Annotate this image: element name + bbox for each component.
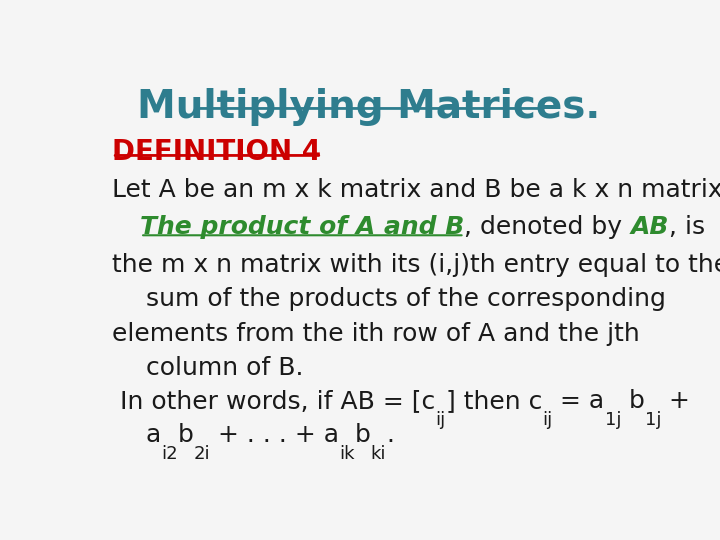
Text: Let A be an m x k matrix and B be a k x n matrix.: Let A be an m x k matrix and B be a k x … [112, 178, 720, 202]
Text: 1j: 1j [605, 411, 621, 429]
Text: ik: ik [339, 445, 355, 463]
Text: , denoted by: , denoted by [464, 215, 631, 239]
Text: b: b [621, 389, 645, 413]
Text: Multiplying Matrices.: Multiplying Matrices. [138, 87, 600, 126]
Text: + . . . + a: + . . . + a [210, 423, 339, 447]
Text: a: a [145, 423, 161, 447]
Text: 1j: 1j [645, 411, 662, 429]
Text: ij: ij [436, 411, 446, 429]
Text: = a: = a [552, 389, 605, 413]
Text: column of B.: column of B. [145, 356, 303, 380]
Text: ] then c: ] then c [446, 389, 542, 413]
Text: the m x n matrix with its (i,j)th entry equal to the: the m x n matrix with its (i,j)th entry … [112, 253, 720, 276]
Text: b: b [355, 423, 371, 447]
Text: i2: i2 [161, 445, 178, 463]
Text: elements from the ith row of A and the jth: elements from the ith row of A and the j… [112, 322, 640, 346]
Text: ki: ki [371, 445, 386, 463]
Text: The product of A and B: The product of A and B [140, 215, 464, 239]
Text: .: . [386, 423, 394, 447]
Text: +: + [662, 389, 690, 413]
Text: AB: AB [631, 215, 669, 239]
Text: 2i: 2i [194, 445, 210, 463]
Text: DEFINITION 4: DEFINITION 4 [112, 138, 321, 166]
Text: sum of the products of the corresponding: sum of the products of the corresponding [145, 287, 666, 311]
Text: b: b [178, 423, 194, 447]
Text: , is: , is [669, 215, 705, 239]
Text: In other words, if AB = [c: In other words, if AB = [c [112, 389, 436, 413]
Text: ij: ij [542, 411, 552, 429]
